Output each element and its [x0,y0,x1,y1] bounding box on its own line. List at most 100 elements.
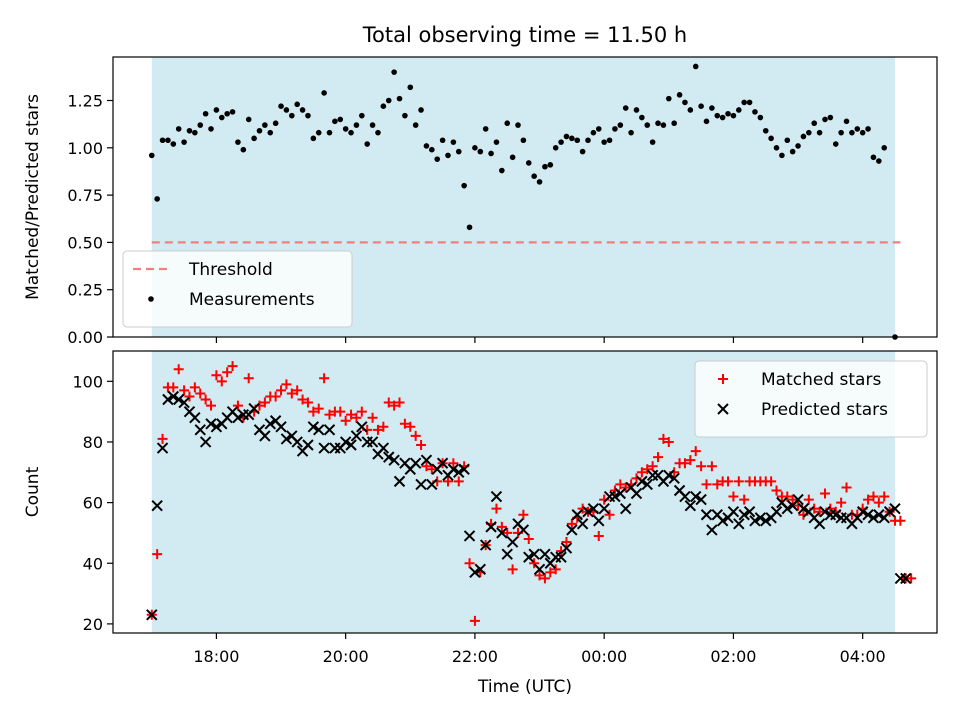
data-point [752,109,758,115]
data-point [698,103,704,109]
data-point [383,451,395,463]
series-0 [148,63,898,340]
data-point [167,390,180,403]
data-point [485,521,497,533]
data-point [703,118,710,125]
data-point [876,158,882,164]
data-point [243,373,254,384]
data-point [461,182,467,189]
data-point [797,502,810,515]
data-point [536,179,543,185]
data-point [709,105,715,111]
data-point [189,412,201,424]
data-point [339,436,352,448]
data-point [555,551,567,563]
data-point [256,127,263,134]
data-point [515,122,521,128]
data-point [679,458,690,469]
data-point [501,548,513,560]
data-point [582,506,594,518]
data-point [792,493,804,506]
data-point [865,126,871,132]
data-point [873,497,884,508]
x-axis-label: Time (UTC) [477,677,572,697]
data-point [843,118,850,125]
data-point [146,609,158,621]
data-point [283,107,290,113]
data-point [469,615,480,626]
data-point [378,421,389,432]
data-point [883,506,896,518]
data-point [773,145,780,151]
data-point [696,461,707,472]
data-point [517,524,530,536]
legend-x-swatch [717,403,729,415]
axes-frame [112,350,938,634]
data-point [545,567,556,578]
y-axis-label: Count [23,466,43,517]
data-point [154,196,160,202]
y-tick-label: 60 [83,494,103,513]
data-point [157,433,168,444]
data-point [315,129,322,136]
data-point [179,385,190,396]
data-point [733,476,744,487]
data-point [416,440,427,450]
data-point [346,409,357,420]
data-point [240,146,247,153]
data-point [156,442,169,454]
data-point [692,63,699,70]
data-point [795,143,801,149]
data-point [523,534,534,544]
data-point [552,145,559,151]
data-point [687,107,694,113]
data-point [528,548,540,560]
data-point [504,120,511,127]
data-point [172,393,185,406]
data-point [415,478,427,491]
data-point [550,564,561,575]
data-point [211,370,222,381]
data-point [746,99,753,106]
data-point [787,494,798,505]
data-point [725,110,731,117]
data-point [291,436,303,448]
series-1 [146,390,912,621]
data-point [816,129,823,136]
data-point [822,116,828,123]
data-point [612,126,618,132]
data-point [754,512,767,524]
data-point [286,388,297,399]
data-point [280,433,293,445]
data-point [566,518,577,529]
data-point [490,490,503,503]
data-point [458,463,470,475]
legend-label: Matched stars [761,370,881,390]
data-point [393,475,406,488]
legend-label: Threshold [188,260,273,280]
data-point [560,542,573,554]
chart-title: Total observing time = 11.50 h [362,23,687,47]
data-point [151,499,163,512]
data-point [323,424,336,436]
data-point [272,120,279,127]
data-point [224,110,230,117]
x-tick-label: 20:00 [323,647,369,666]
data-point [590,129,597,136]
data-point [690,490,702,503]
y-tick-label: 0.50 [67,233,103,252]
data-point [369,122,376,128]
data-point [493,139,500,145]
data-point [539,548,551,560]
data-point [184,391,195,402]
data-point [436,457,449,469]
data-point [520,137,527,144]
data-point [405,421,416,432]
data-point [423,143,430,149]
data-point [770,506,783,518]
data-point [367,412,378,423]
count-panel: 20 40 60 80 100 Count 18:00 20:00 22:00 00:00 02:0… [23,350,938,666]
data-point [663,469,675,482]
data-point [447,463,460,475]
data-point [264,418,276,430]
